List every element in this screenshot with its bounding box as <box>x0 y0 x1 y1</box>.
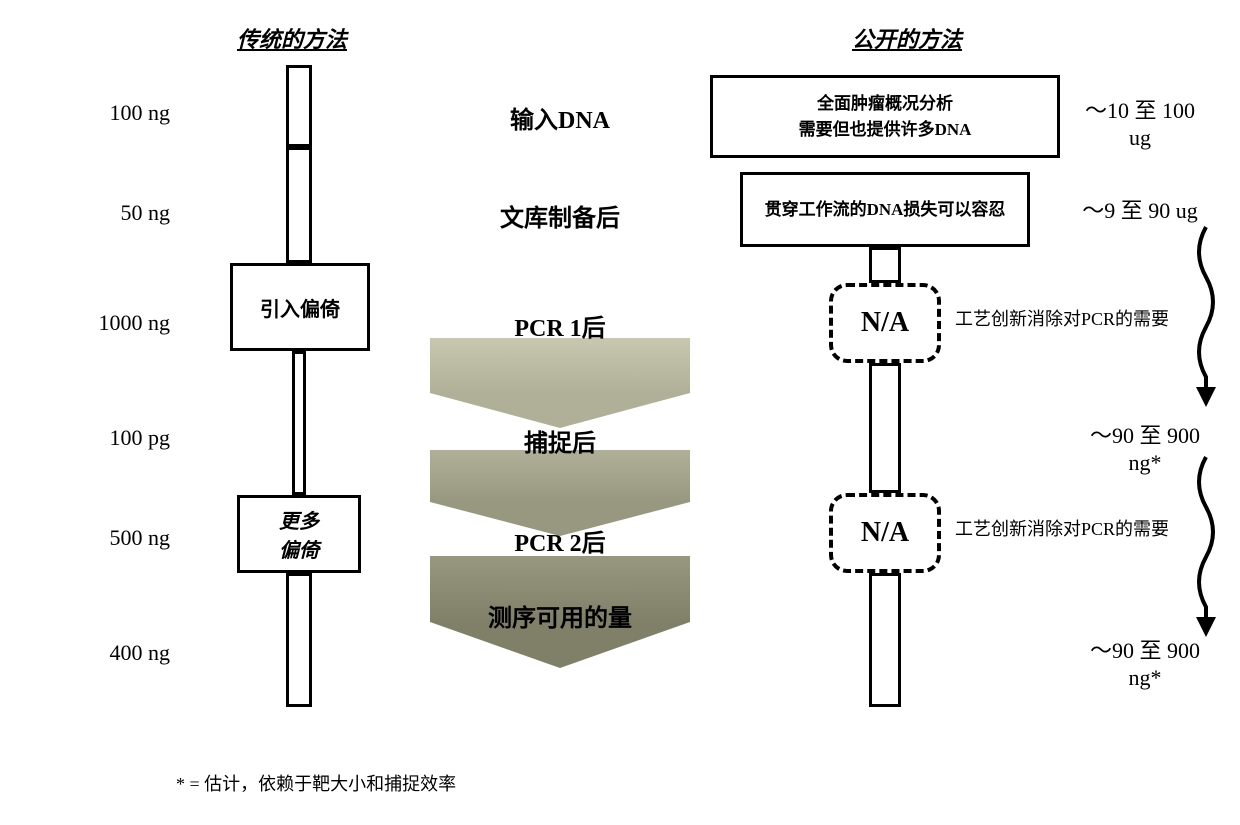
left-bar-1 <box>286 147 312 263</box>
left-box-bias: 引入偏倚 <box>230 263 370 351</box>
left-bar-2 <box>292 351 306 495</box>
right-box-profiling: 全面肿瘤概况分析 需要但也提供许多DNA <box>710 75 1060 158</box>
header-traditional: 传统的方法 <box>237 22 347 54</box>
stage-sequencing: 测序可用的量 <box>462 598 658 633</box>
right-box-loss: 贯穿工作流的DNA损失可以容忍 <box>740 172 1030 247</box>
right-box-loss-line1: 贯穿工作流的DNA损失可以容忍 <box>765 197 1006 223</box>
left-box-bias-label: 引入偏倚 <box>260 293 340 322</box>
left-amount-2: 1000 ng <box>80 310 170 336</box>
right-amount-0: ～10 至 100 ug <box>1075 93 1205 151</box>
right-na-1: N/A <box>829 283 941 363</box>
right-bar-0 <box>869 247 901 283</box>
header-disclosed: 公开的方法 <box>852 22 962 54</box>
right-bar-2 <box>869 573 901 707</box>
right-amount-1: ～9 至 90 ug <box>1075 193 1205 225</box>
left-bar-0 <box>286 65 312 147</box>
right-note-2: 工艺创新消除对PCR的需要 <box>955 518 1185 541</box>
stage-library: 文库制备后 <box>470 198 650 233</box>
wedge-1 <box>430 338 690 428</box>
left-amount-4: 500 ng <box>80 525 170 551</box>
right-na-2-label: N/A <box>861 517 909 549</box>
stage-pcr1: PCR 1后 <box>470 308 650 343</box>
left-bar-3 <box>286 573 312 707</box>
wavy-arrow-2 <box>1186 452 1226 647</box>
right-box-profiling-line2: 需要但也提供许多DNA <box>799 117 972 143</box>
left-amount-1: 50 ng <box>80 200 170 226</box>
stage-capture: 捕捉后 <box>470 423 650 458</box>
left-amount-3: 100 pg <box>80 425 170 451</box>
right-bar-1 <box>869 363 901 493</box>
stage-pcr2: PCR 2后 <box>470 523 650 558</box>
stage-input-dna: 输入DNA <box>470 100 650 135</box>
left-box-more-bias: 更多 偏倚 <box>237 495 361 573</box>
right-box-profiling-line1: 全面肿瘤概况分析 <box>817 91 953 117</box>
right-note-1: 工艺创新消除对PCR的需要 <box>955 308 1185 331</box>
left-box-more-bias-label: 更多 偏倚 <box>279 505 319 563</box>
right-na-1-label: N/A <box>861 307 909 339</box>
left-amount-0: 100 ng <box>80 100 170 126</box>
footnote: * = 估计，依赖于靶大小和捕捉效率 <box>176 770 456 796</box>
right-na-2: N/A <box>829 493 941 573</box>
left-amount-5: 400 ng <box>80 640 170 666</box>
wavy-arrow-1 <box>1186 222 1226 417</box>
